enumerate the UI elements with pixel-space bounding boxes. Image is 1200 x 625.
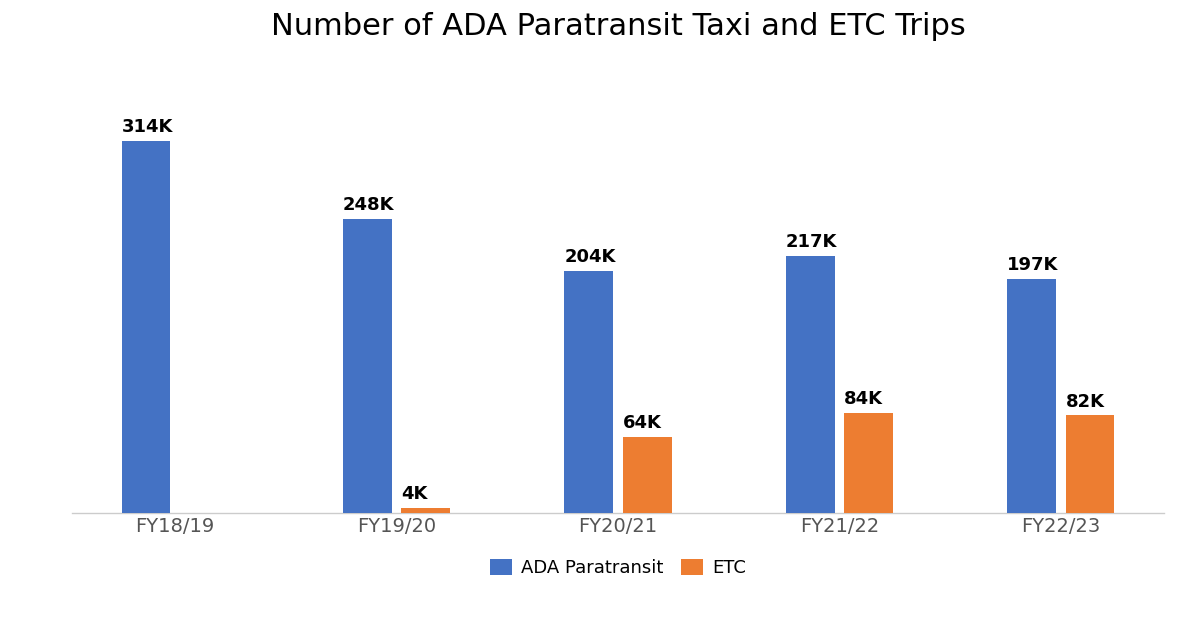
Text: 197K: 197K [1007,256,1058,274]
Text: 204K: 204K [564,248,616,266]
Bar [623,437,672,512]
Text: 84K: 84K [845,390,883,408]
Bar [786,256,834,512]
Bar [121,141,170,512]
Text: 82K: 82K [1066,392,1105,411]
Text: 248K: 248K [343,196,395,214]
Bar [845,413,893,512]
Text: 4K: 4K [402,485,428,503]
Text: 314K: 314K [121,118,173,136]
Bar [1066,416,1115,512]
Legend: ADA Paratransit, ETC: ADA Paratransit, ETC [482,552,754,584]
Bar [564,271,613,512]
Bar [343,219,391,512]
Bar [402,508,450,512]
Text: 64K: 64K [623,414,661,432]
Text: 217K: 217K [786,232,838,251]
Title: Number of ADA Paratransit Taxi and ETC Trips: Number of ADA Paratransit Taxi and ETC T… [271,12,965,41]
Bar [1007,279,1056,512]
